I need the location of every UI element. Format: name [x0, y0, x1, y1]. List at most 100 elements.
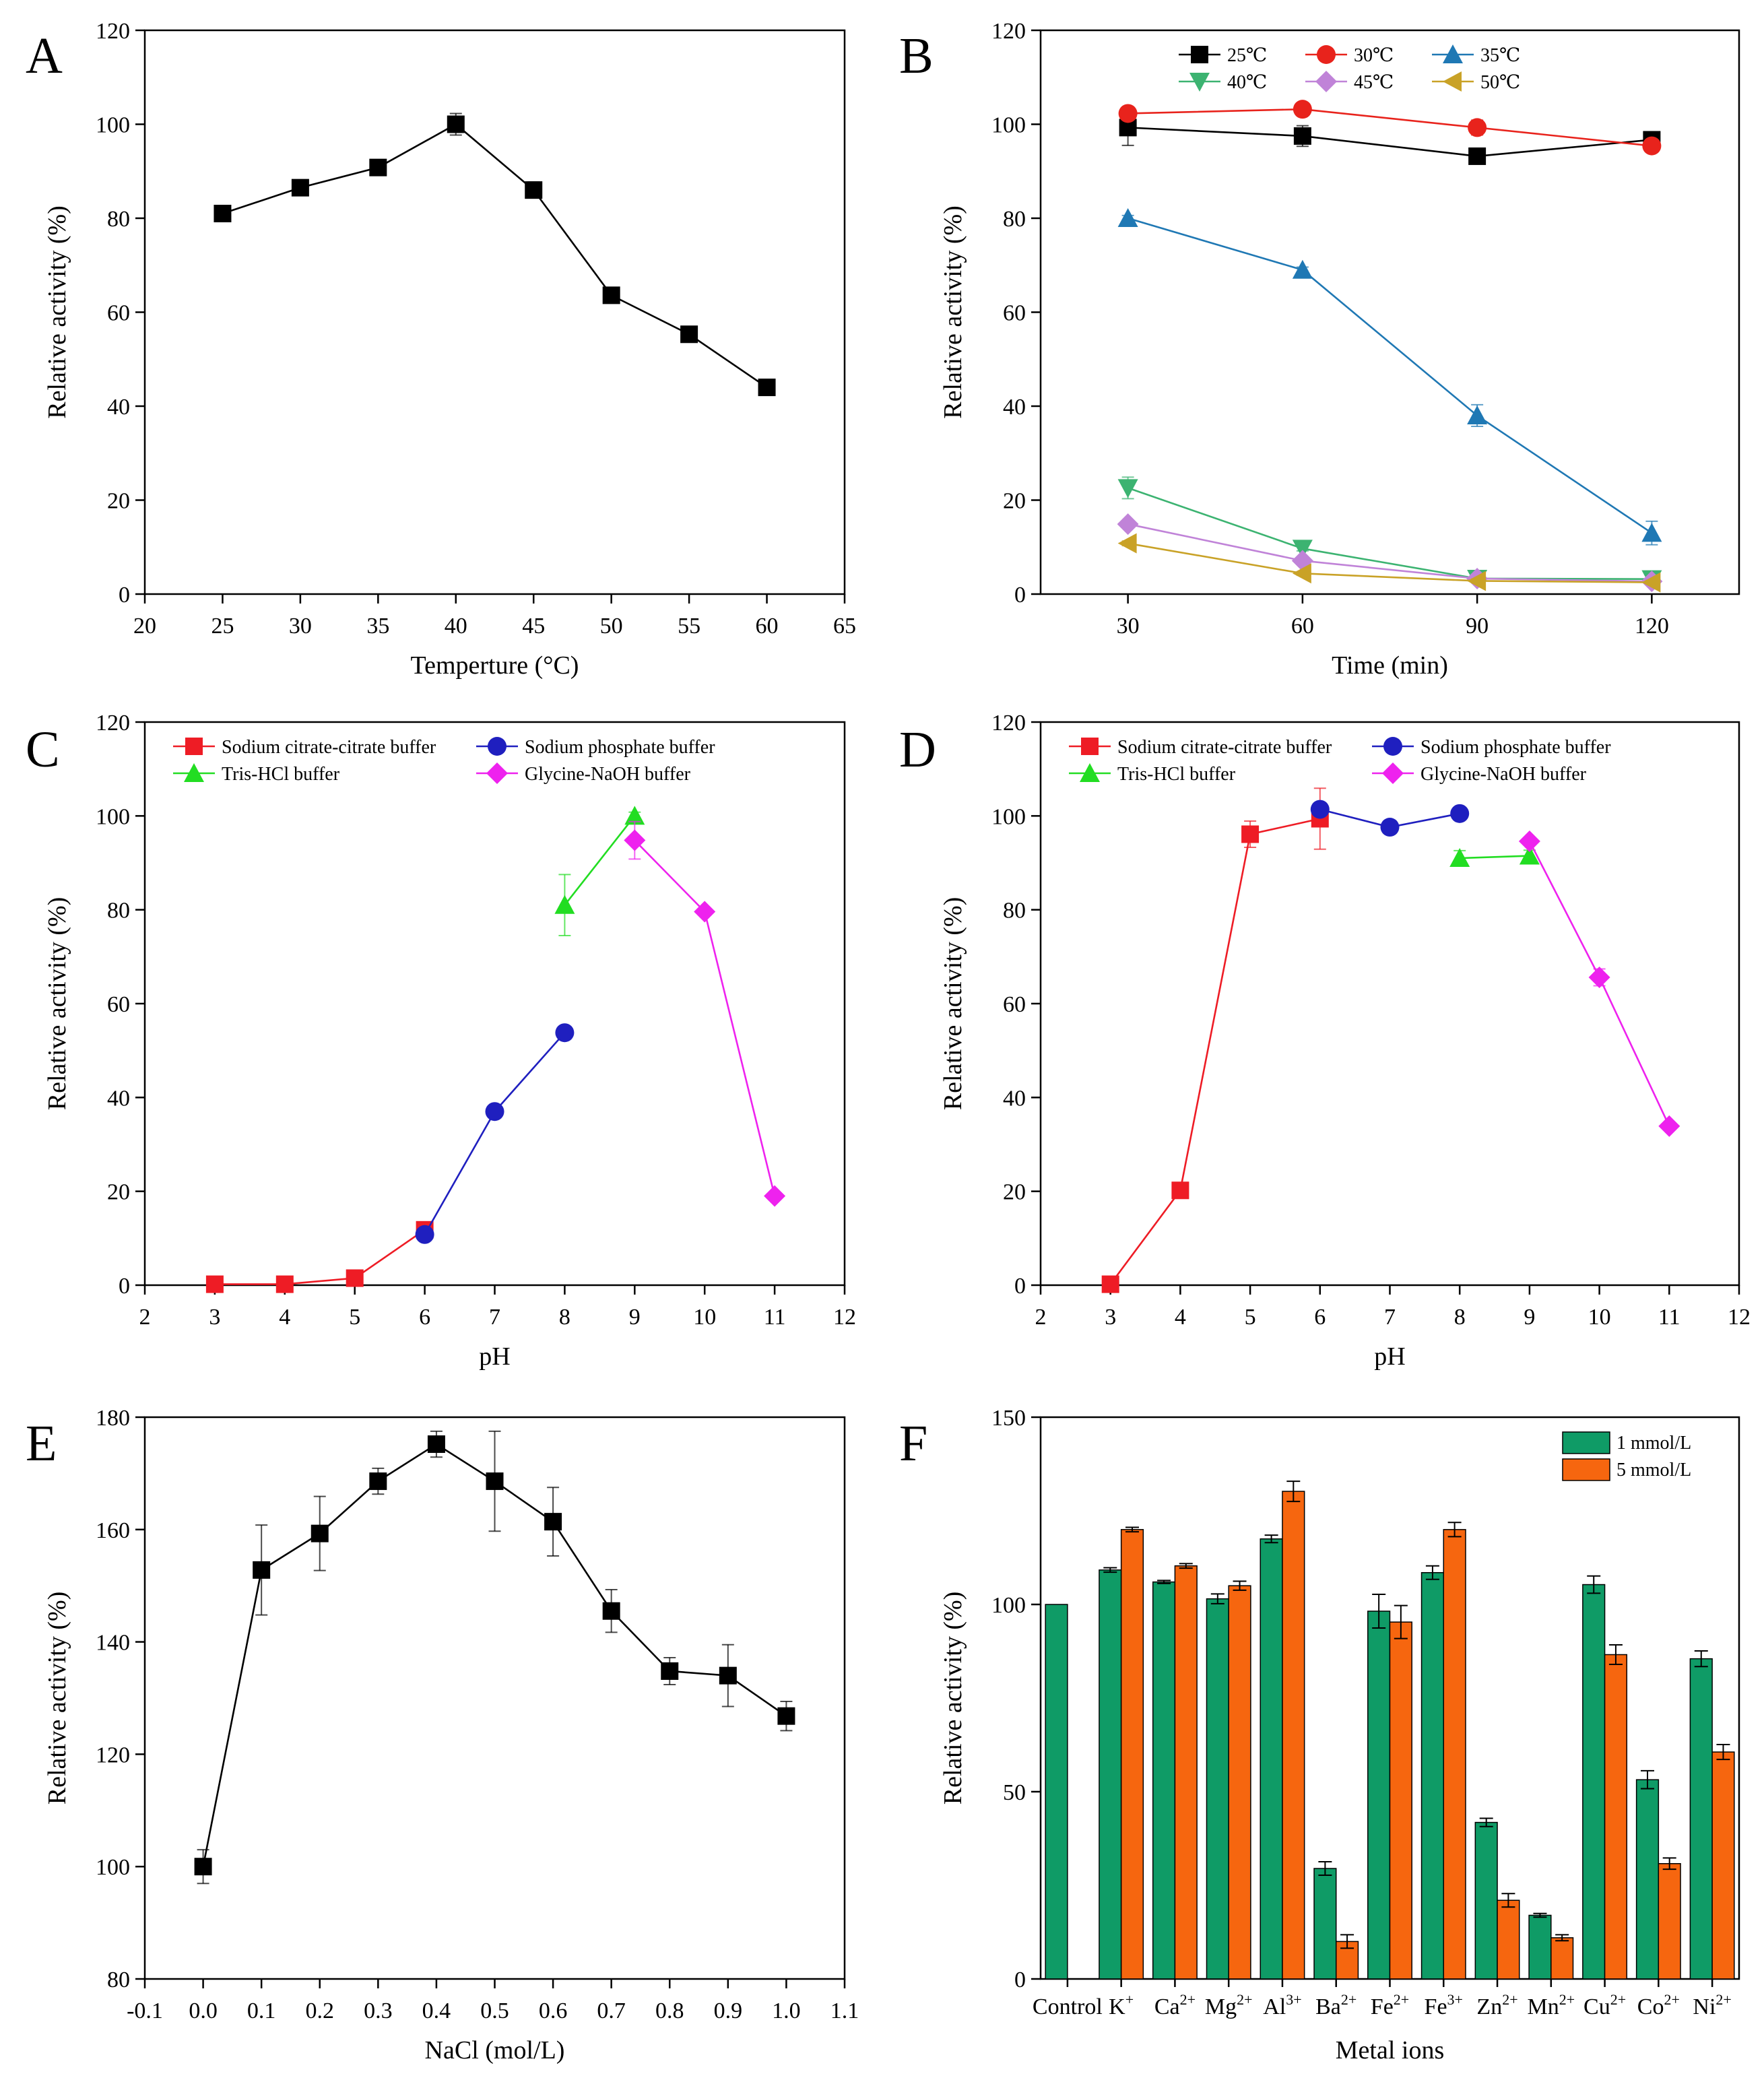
y-tick-label: 100: [96, 113, 130, 138]
legend-label: 35℃: [1480, 45, 1520, 66]
x-axis-title: pH: [1374, 1342, 1405, 1371]
y-tick-label: 50: [1003, 1780, 1026, 1805]
data-point: [447, 115, 465, 133]
bar: [1120, 1529, 1144, 1980]
legend-marker: [486, 762, 508, 784]
legend-marker: [1383, 737, 1402, 756]
x-axis-title: pH: [479, 1342, 510, 1371]
legend: 25℃ 30℃ 35℃ 40℃ 45℃ 50℃: [1179, 44, 1520, 93]
x-tick-label-base: Ni: [1693, 1994, 1716, 2019]
x-tick-label: 5: [349, 1305, 360, 1330]
y-tick-label: 120: [96, 1743, 130, 1767]
series-line: [1128, 487, 1652, 580]
x-tick-label: 35: [366, 614, 389, 639]
x-tick-label: 0.1: [247, 1998, 276, 2023]
x-tick-label: 0.5: [480, 1998, 509, 2023]
category-group: Ni2+: [1689, 1650, 1735, 2019]
y-tick-label: 120: [991, 711, 1026, 736]
data-point: [205, 1275, 224, 1293]
panel-letter: C: [26, 721, 60, 778]
bar: [1045, 1604, 1068, 1980]
x-tick-label-base: Ca: [1154, 1994, 1180, 2019]
chart-panel-f: 0 50 100 150 Metal ions Relative activity (%)…: [899, 1406, 1740, 2064]
x-tick-label: 9: [1524, 1305, 1535, 1330]
data-point: [1117, 208, 1138, 227]
legend-swatch: [1562, 1458, 1610, 1481]
x-tick-label-base: Al: [1263, 1994, 1286, 2019]
y-axis-title: Relative activity (%): [939, 205, 967, 419]
series-line: [1128, 523, 1652, 583]
y-tick-label: 40: [1003, 395, 1026, 420]
data-point: [1117, 513, 1139, 535]
x-tick-label: Fe2+: [1371, 1991, 1409, 2019]
data-point: [1642, 136, 1662, 156]
data-point: [1241, 825, 1260, 843]
series-glycine-naoh-buffer: [1518, 830, 1680, 1137]
legend-marker: [1189, 73, 1210, 92]
bar: [1174, 1565, 1198, 1980]
plot-frame: [1039, 29, 1740, 595]
data-point: [1641, 572, 1661, 593]
series-tris-hcl-buffer: [1449, 845, 1540, 868]
data-point: [1467, 571, 1487, 591]
x-tick-label: Mn2+: [1527, 1991, 1575, 2019]
x-tick-label: -0.1: [127, 1998, 163, 2023]
data-point: [1292, 259, 1313, 279]
data-point: [1118, 104, 1138, 123]
panel-letter: B: [899, 28, 934, 84]
x-tick-label-base: Co: [1637, 1994, 1664, 2019]
x-tick-label: Al3+: [1263, 1991, 1301, 2019]
x-tick-label: Ni2+: [1693, 1991, 1731, 2019]
series-sodium-citrate-citrate-buffer: [1101, 787, 1329, 1293]
x-tick-label: 45: [522, 614, 545, 639]
x-tick-label: Control: [1033, 1994, 1103, 2019]
bar: [1689, 1658, 1713, 1980]
legend-marker: [1080, 763, 1100, 782]
x-tick-label: 1.1: [830, 1998, 859, 2023]
x-tick-label: 0.2: [306, 1998, 335, 2023]
y-tick-label: 100: [96, 1855, 130, 1880]
category-group: Zn2+: [1474, 1817, 1520, 2019]
panel-letter: D: [899, 721, 936, 778]
data-point: [1641, 523, 1662, 542]
data-point: [764, 1185, 786, 1207]
plot-frame: [1039, 721, 1740, 1287]
y-tick-label: 80: [1003, 207, 1026, 232]
y-tick-label: 80: [107, 1967, 130, 1992]
y-tick-label: 180: [96, 1406, 130, 1431]
panel-letter: A: [26, 28, 63, 84]
bar: [1711, 1751, 1735, 1980]
x-tick-label: 65: [833, 614, 856, 639]
x-tick-label-sup: 2+: [1237, 1991, 1252, 2008]
y-tick-label: 100: [991, 1593, 1026, 1618]
x-tick-label-sup: 2+: [1716, 1991, 1731, 2008]
data-point: [1101, 1275, 1119, 1293]
data-point: [1117, 479, 1138, 498]
category-group: Ba2+: [1313, 1860, 1359, 2019]
x-tick-label: 60: [756, 614, 779, 639]
y-axis-title: Relative activity (%): [43, 205, 71, 419]
x-tick-label: 0.6: [539, 1998, 568, 2023]
data-point: [1468, 147, 1487, 165]
x-tick-label: 8: [559, 1305, 570, 1330]
series-sodium-citrate-citrate-buffer: [205, 1221, 434, 1293]
data-point: [777, 1707, 795, 1725]
bar: [1389, 1621, 1412, 1980]
data-point: [1292, 563, 1311, 584]
chart-panel-c: 0 20 40 60 80 100 120 2 3 4 5 6 7 8 9 10 11 12 pH Relative …: [26, 711, 856, 1371]
x-axis-title: NaCl (mol/L): [425, 2036, 565, 2064]
x-tick-label: 40: [445, 614, 467, 639]
x-tick-label: 4: [1175, 1305, 1186, 1330]
legend-label: 45℃: [1354, 72, 1394, 93]
category-group: Mn2+: [1527, 1912, 1575, 2019]
x-tick-label: Cu2+: [1583, 1991, 1626, 2019]
x-tick-label: 11: [764, 1305, 786, 1330]
x-tick-label: 0.0: [189, 1998, 218, 2023]
x-tick-label: 11: [1658, 1305, 1680, 1330]
bar: [1420, 1571, 1445, 1980]
data-point: [1449, 848, 1470, 868]
series-line: [214, 1229, 426, 1285]
x-tick-label: 0.7: [597, 1998, 626, 2023]
